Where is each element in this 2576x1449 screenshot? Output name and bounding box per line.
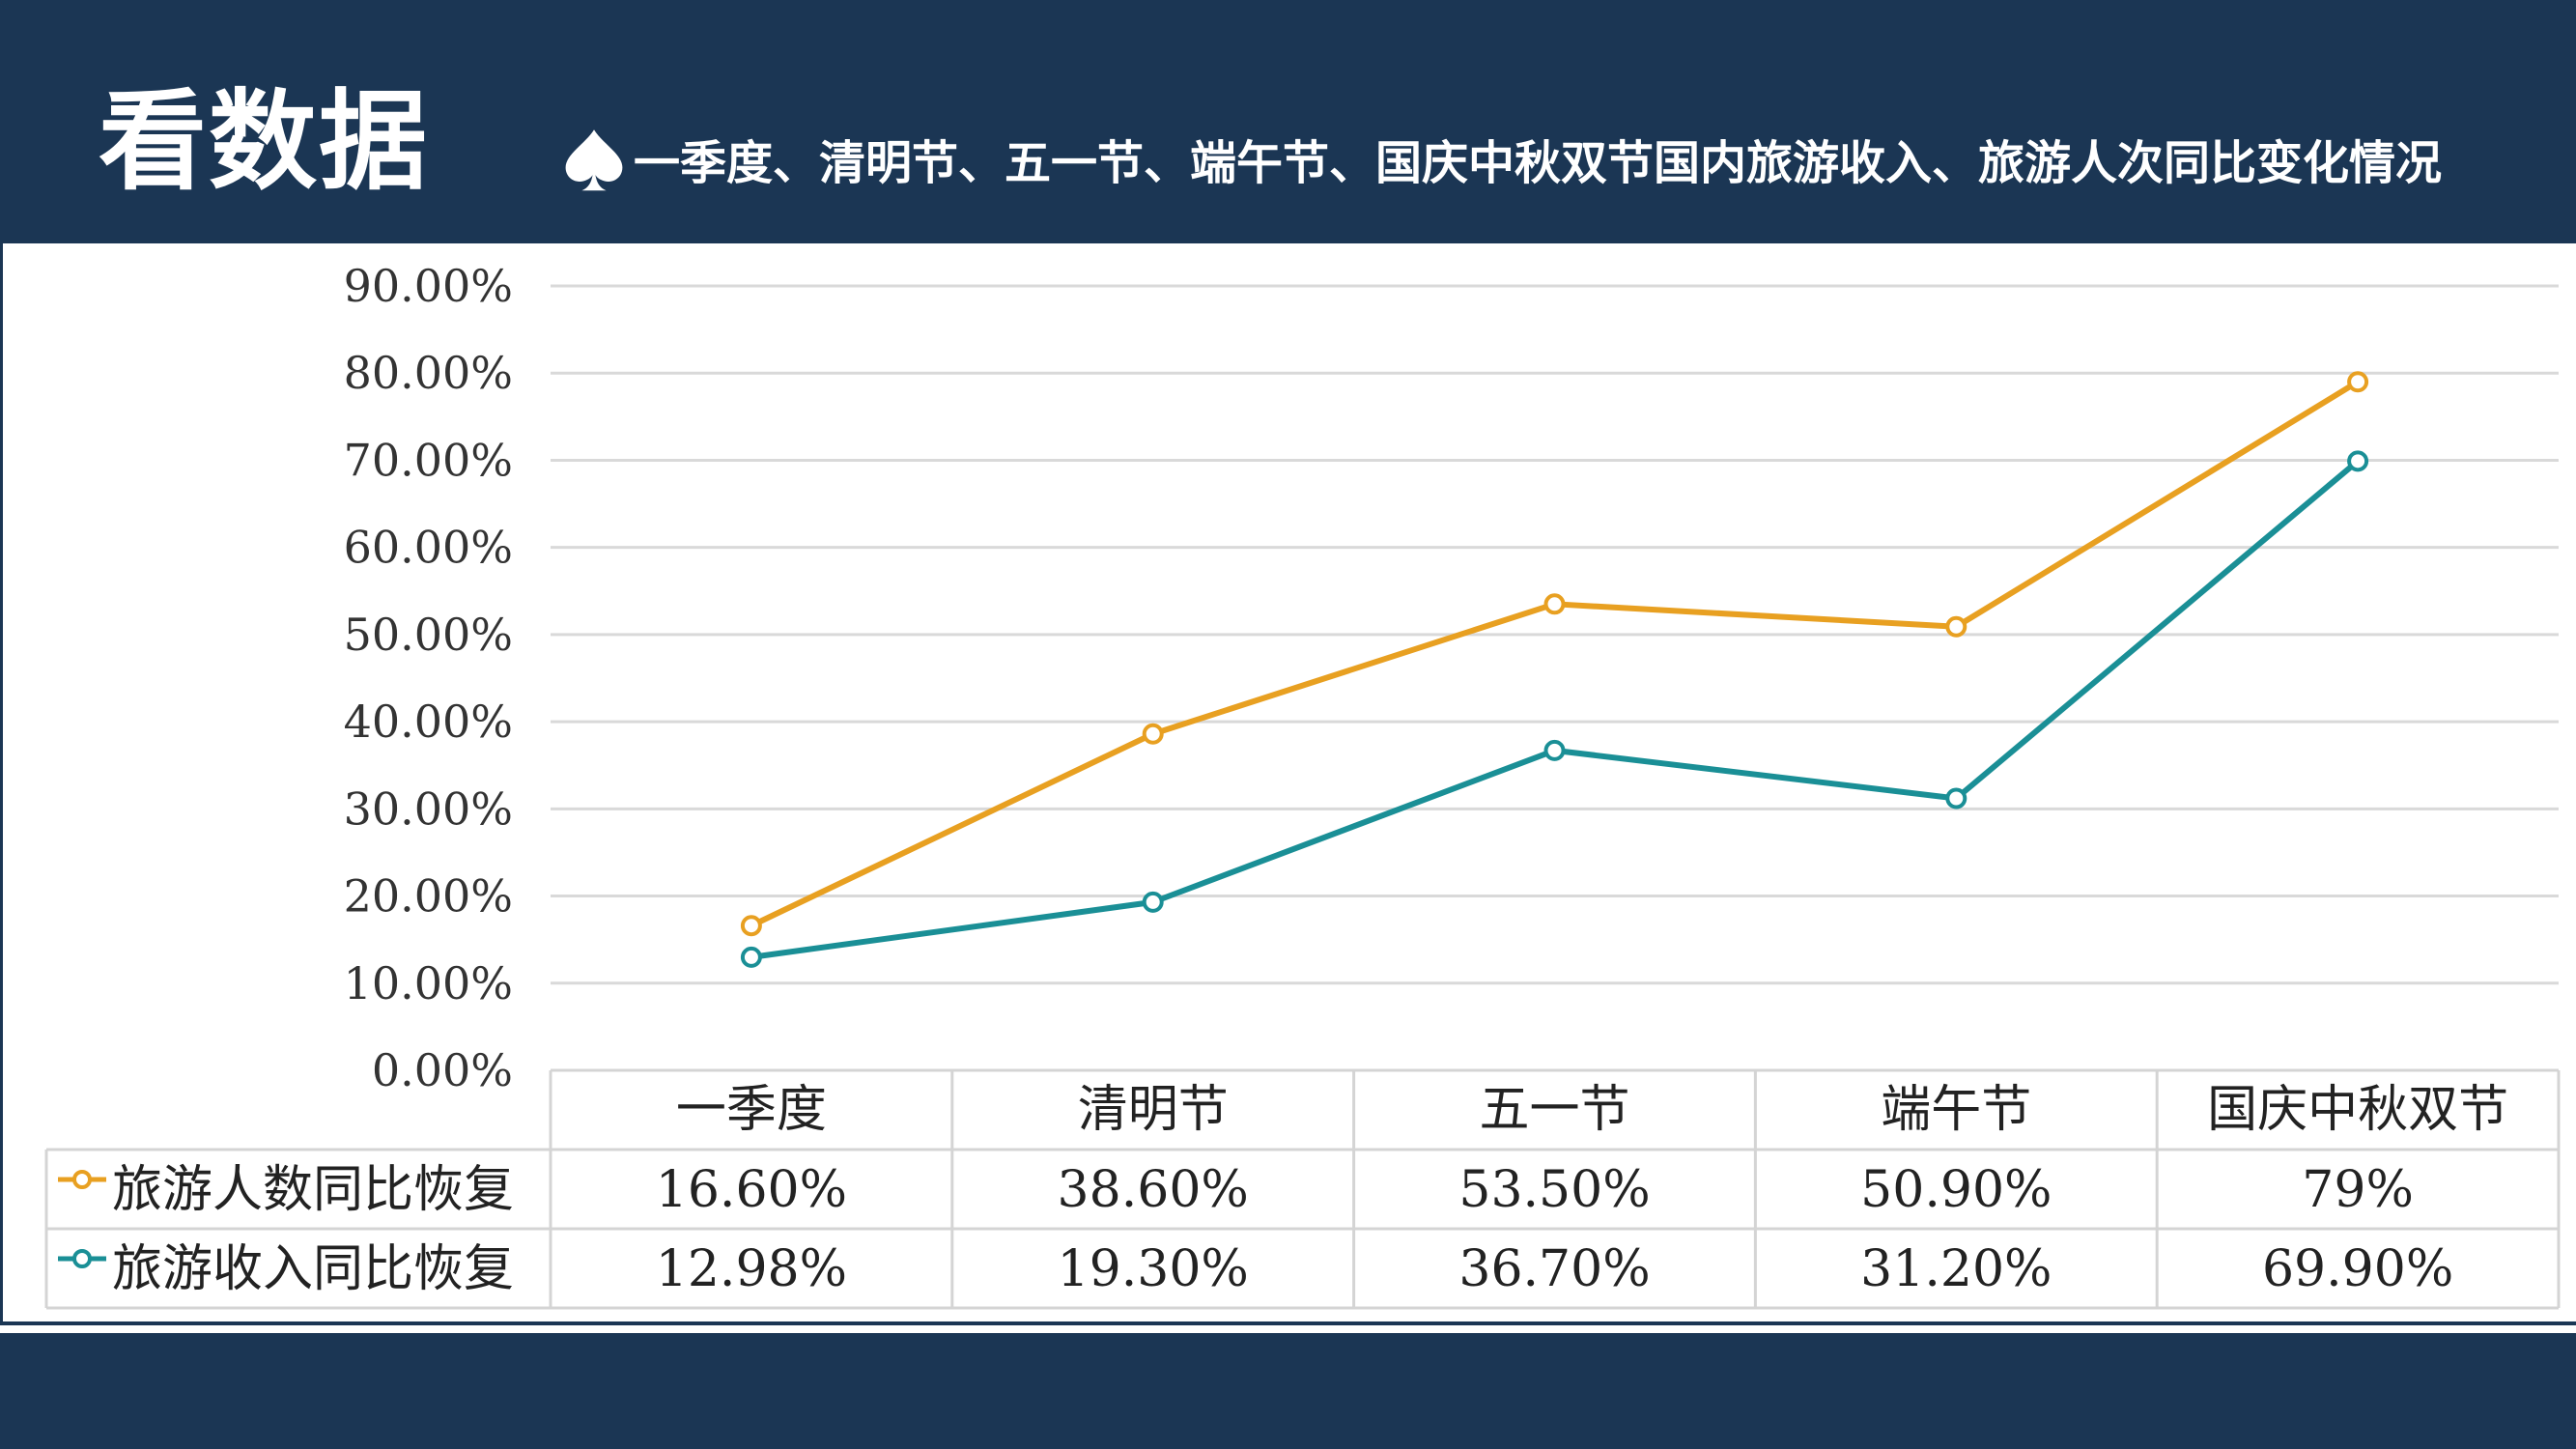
data-table-value: 16.60% xyxy=(656,1161,847,1219)
data-table-value: 53.50% xyxy=(1458,1161,1650,1219)
footer-bar xyxy=(0,1333,2576,1449)
series-line-2 xyxy=(750,459,2361,960)
line-chart: 0.00% 10.00% 20.00% 30.00% 40.00% 50.00% 60.00… xyxy=(44,260,2561,1310)
data-table-value: 12.98% xyxy=(656,1240,847,1298)
x-category-label: 国庆中秋双节 xyxy=(2207,1081,2508,1139)
chart-subtitle: 一季度、清明节、五一节、端午节、国庆中秋双节国内旅游收入、旅游人次同比变化情况 xyxy=(634,136,2443,190)
y-tick-label: 0.00% xyxy=(372,1044,513,1096)
x-category-label: 端午节 xyxy=(1881,1081,2031,1139)
data-point xyxy=(1945,787,1967,810)
y-tick-label: 80.00% xyxy=(344,347,513,399)
data-point xyxy=(2347,450,2369,472)
x-category-label: 一季度 xyxy=(676,1081,827,1139)
data-point xyxy=(2347,371,2369,393)
spade-icon xyxy=(565,129,623,191)
y-tick-label: 90.00% xyxy=(344,260,513,312)
y-tick-label: 10.00% xyxy=(344,957,513,1009)
data-point xyxy=(1543,739,1566,761)
y-tick-label: 60.00% xyxy=(344,522,513,574)
y-tick-label: 30.00% xyxy=(344,782,513,835)
footer-divider xyxy=(0,1321,2576,1325)
data-table-value: 31.20% xyxy=(1860,1240,2052,1298)
header-bar: 看数据 一季度、清明节、五一节、端午节、国庆中秋双节国内旅游收入、旅游人次同比变… xyxy=(0,0,2576,243)
data-point xyxy=(1945,615,1967,638)
data-table-value: 69.90% xyxy=(2262,1240,2453,1298)
data-table-value: 36.70% xyxy=(1458,1240,1650,1298)
y-tick-label: 70.00% xyxy=(344,434,513,486)
data-point xyxy=(740,946,762,968)
y-tick-label: 20.00% xyxy=(344,870,513,923)
y-tick-label: 40.00% xyxy=(344,696,513,748)
legend-label: 旅游收入同比恢复 xyxy=(112,1240,514,1298)
page-title: 看数据 xyxy=(99,79,429,205)
legend-key-marker xyxy=(72,1170,92,1189)
x-category-label: 五一节 xyxy=(1479,1081,1629,1139)
legend-label: 旅游人数同比恢复 xyxy=(112,1161,514,1219)
data-table-value: 19.30% xyxy=(1058,1240,1249,1298)
data-point xyxy=(1543,593,1566,615)
data-point xyxy=(1142,723,1164,745)
data-table-value: 79% xyxy=(2302,1161,2414,1219)
data-table-value: 38.60% xyxy=(1058,1161,1249,1219)
data-point xyxy=(1142,891,1164,913)
x-category-label: 清明节 xyxy=(1078,1081,1229,1139)
y-tick-label: 50.00% xyxy=(344,609,513,661)
series-line-1 xyxy=(750,379,2360,928)
data-table-value: 50.90% xyxy=(1860,1161,2052,1219)
chart-area: 0.00% 10.00% 20.00% 30.00% 40.00% 50.00% 60.00… xyxy=(0,243,2576,1323)
data-point xyxy=(740,915,762,937)
legend-key-marker xyxy=(72,1249,92,1268)
